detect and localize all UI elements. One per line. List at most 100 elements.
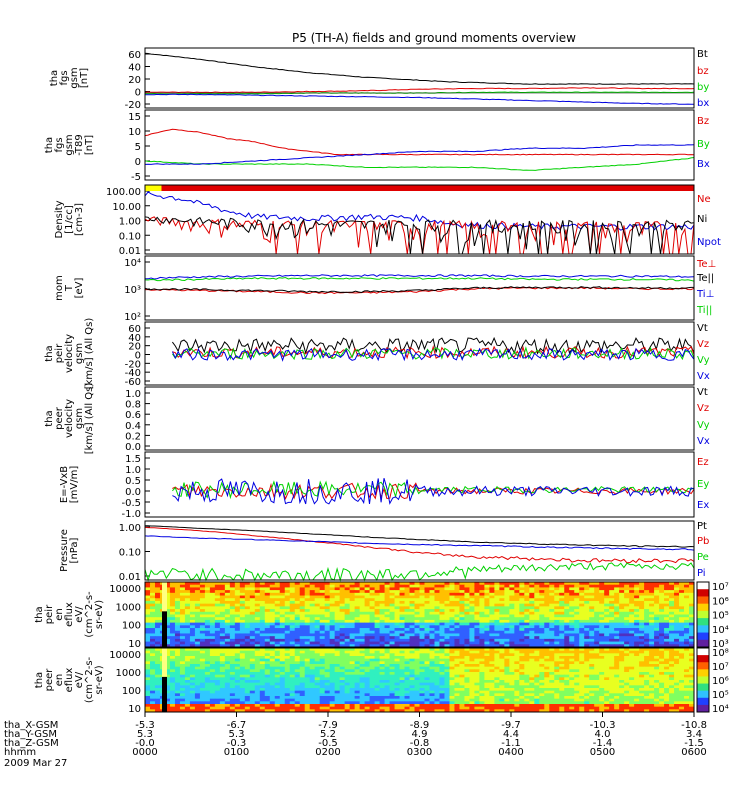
heatmap-cell — [549, 587, 555, 591]
heatmap-cell — [569, 688, 575, 692]
heatmap-cell — [519, 680, 525, 684]
heatmap-cell — [534, 636, 540, 640]
heatmap-cell — [154, 619, 161, 624]
heatmap-cell — [209, 650, 216, 654]
heatmap-cell — [314, 666, 321, 670]
heatmap-cell — [584, 598, 590, 602]
heatmap-cell — [524, 666, 530, 670]
heatmap-cell — [154, 592, 161, 597]
heatmap-cell — [169, 674, 176, 678]
heatmap-cell — [239, 641, 246, 645]
heatmap-cell — [279, 625, 286, 629]
heatmap-cell — [389, 595, 396, 599]
heatmap-cell — [419, 587, 425, 591]
heatmap-cell — [439, 584, 445, 588]
heatmap-cell — [224, 606, 231, 610]
heatmap-cell — [554, 584, 560, 588]
heatmap-cell — [624, 653, 630, 657]
heatmap-cell — [399, 630, 406, 634]
heatmap-cell — [239, 688, 246, 692]
heatmap-cell — [145, 598, 151, 602]
heatmap-cell — [329, 693, 336, 697]
heatmap-cell — [264, 622, 271, 626]
heatmap-cell — [344, 630, 351, 634]
heatmap-cell — [234, 669, 241, 673]
heatmap-cell — [264, 611, 271, 615]
heatmap-cell — [429, 664, 435, 668]
heatmap-cell — [299, 584, 306, 588]
heatmap-cell — [534, 674, 540, 678]
heatmap-cell — [364, 658, 371, 662]
heatmap-cell — [149, 609, 156, 613]
heatmap-cell — [599, 677, 605, 681]
heatmap-cell — [479, 598, 485, 602]
heatmap-cell — [384, 617, 391, 621]
heatmap-cell — [279, 661, 286, 665]
ylabel-line: mom — [54, 275, 65, 301]
heatmap-cell — [279, 685, 286, 689]
heatmap-cell — [684, 661, 690, 665]
heatmap-cell — [639, 595, 645, 599]
heatmap-cell — [539, 661, 545, 665]
heatmap-cell — [374, 600, 381, 605]
heatmap-cell — [519, 614, 525, 618]
heatmap-cell — [164, 587, 171, 591]
heatmap-cell — [184, 611, 191, 615]
heatmap-cell — [669, 664, 675, 668]
heatmap-cell — [464, 685, 470, 689]
heatmap-cell — [529, 669, 535, 673]
heatmap-cell — [549, 644, 555, 648]
heatmap-cell — [524, 590, 530, 594]
heatmap-cell — [409, 633, 416, 637]
heatmap-cell — [394, 603, 401, 607]
heatmap-cell — [334, 688, 341, 692]
heatmap-cell — [494, 661, 500, 665]
heatmap-cell — [284, 650, 291, 654]
heatmap-cell — [524, 682, 530, 686]
heatmap-cell — [274, 636, 281, 640]
heatmap-cell — [644, 584, 650, 588]
heatmap-cell — [454, 682, 460, 686]
heatmap-cell — [629, 680, 635, 684]
heatmap-cell — [174, 609, 181, 613]
heatmap-cell — [644, 614, 650, 618]
heatmap-cell — [209, 669, 216, 673]
heatmap-cell — [244, 698, 251, 702]
heatmap-cell — [444, 614, 450, 618]
series-line-Te|| — [144, 286, 694, 294]
heatmap-cell — [594, 582, 600, 586]
heatmap-cell — [434, 690, 440, 694]
heatmap-cell — [544, 664, 550, 668]
heatmap-cell — [439, 633, 445, 637]
heatmap-cell — [164, 693, 171, 697]
heatmap-cell — [659, 587, 665, 591]
heatmap-cell — [354, 664, 361, 668]
heatmap-cell — [594, 622, 600, 626]
y-tick-label: 1000 — [116, 602, 141, 613]
heatmap-cell — [154, 622, 161, 626]
heatmap-cell — [659, 648, 665, 652]
heatmap-cell — [384, 680, 391, 684]
heatmap-cell — [424, 638, 430, 643]
heatmap-cell — [309, 644, 316, 648]
heatmap-cell — [679, 650, 685, 654]
heatmap-cell — [459, 658, 465, 662]
heatmap-cell — [369, 648, 376, 652]
ylabel-line: [nT] — [79, 68, 90, 88]
heatmap-cell — [254, 622, 261, 626]
heatmap-cell — [289, 677, 296, 681]
heatmap-cell — [414, 669, 420, 673]
heatmap-cell — [379, 633, 386, 637]
heatmap-cell — [339, 653, 346, 657]
heatmap-cell — [464, 587, 470, 591]
heatmap-cell — [434, 636, 440, 640]
heatmap-cell — [614, 658, 620, 662]
heatmap-cell — [609, 590, 615, 594]
heatmap-cell — [594, 693, 600, 697]
heatmap-cell — [679, 677, 685, 681]
heatmap-cell — [574, 617, 580, 621]
heatmap-cell — [279, 641, 286, 645]
heatmap-cell — [524, 690, 530, 694]
heatmap-cell — [364, 630, 371, 634]
heatmap-cell — [239, 625, 246, 629]
